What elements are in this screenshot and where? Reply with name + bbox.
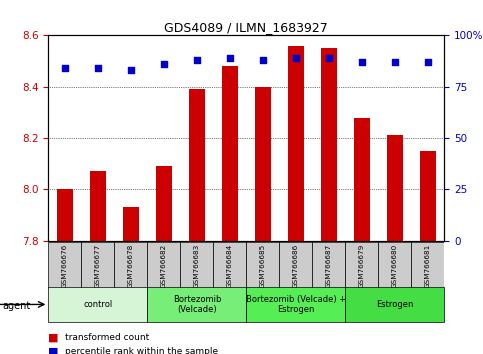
FancyBboxPatch shape: [147, 287, 246, 322]
Text: agent: agent: [2, 301, 30, 311]
FancyBboxPatch shape: [246, 287, 345, 322]
Text: Bortezomib (Velcade) +
Estrogen: Bortezomib (Velcade) + Estrogen: [246, 295, 346, 314]
Bar: [222, 66, 238, 241]
Text: transformed count: transformed count: [65, 333, 149, 342]
Text: Bortezomib
(Velcade): Bortezomib (Velcade): [172, 295, 221, 314]
Text: GSM766681: GSM766681: [425, 244, 431, 287]
Point: [160, 61, 168, 67]
Text: GSM766678: GSM766678: [128, 244, 134, 287]
Text: GSM766687: GSM766687: [326, 244, 332, 287]
Point: [292, 55, 300, 61]
FancyBboxPatch shape: [114, 242, 147, 289]
FancyBboxPatch shape: [48, 242, 81, 289]
FancyBboxPatch shape: [345, 287, 444, 322]
Bar: [123, 207, 139, 241]
Text: GSM766684: GSM766684: [227, 244, 233, 287]
Bar: [89, 171, 106, 241]
Bar: [287, 46, 304, 241]
Point: [391, 59, 399, 65]
Text: percentile rank within the sample: percentile rank within the sample: [65, 347, 218, 354]
Text: GSM766677: GSM766677: [95, 244, 101, 287]
FancyBboxPatch shape: [378, 242, 412, 289]
Text: GSM766686: GSM766686: [293, 244, 299, 287]
Text: GSM766679: GSM766679: [359, 244, 365, 287]
FancyBboxPatch shape: [412, 242, 444, 289]
Point: [358, 59, 366, 65]
Point: [325, 55, 333, 61]
FancyBboxPatch shape: [279, 242, 313, 289]
Point: [61, 65, 69, 71]
Text: GSM766676: GSM766676: [62, 244, 68, 287]
FancyBboxPatch shape: [246, 242, 279, 289]
Bar: [255, 87, 271, 241]
FancyBboxPatch shape: [81, 242, 114, 289]
Text: GSM766685: GSM766685: [260, 244, 266, 287]
Title: GDS4089 / ILMN_1683927: GDS4089 / ILMN_1683927: [164, 21, 328, 34]
Point: [193, 57, 201, 63]
Bar: [354, 118, 370, 241]
Text: Estrogen: Estrogen: [376, 300, 413, 309]
Bar: [188, 89, 205, 241]
FancyBboxPatch shape: [147, 242, 180, 289]
Text: GSM766682: GSM766682: [161, 244, 167, 287]
Point: [259, 57, 267, 63]
Text: GSM766680: GSM766680: [392, 244, 398, 287]
FancyBboxPatch shape: [180, 242, 213, 289]
Text: ■: ■: [48, 346, 59, 354]
Text: control: control: [83, 300, 113, 309]
FancyBboxPatch shape: [213, 242, 246, 289]
Point: [127, 68, 135, 73]
Bar: [156, 166, 172, 241]
FancyBboxPatch shape: [345, 242, 378, 289]
Text: ■: ■: [48, 333, 59, 343]
Text: GSM766683: GSM766683: [194, 244, 200, 287]
Bar: [386, 136, 403, 241]
Bar: [420, 151, 436, 241]
FancyBboxPatch shape: [313, 242, 345, 289]
Bar: [321, 48, 337, 241]
FancyBboxPatch shape: [48, 287, 147, 322]
Point: [226, 55, 234, 61]
Point: [424, 59, 432, 65]
Point: [94, 65, 102, 71]
Bar: [57, 189, 73, 241]
